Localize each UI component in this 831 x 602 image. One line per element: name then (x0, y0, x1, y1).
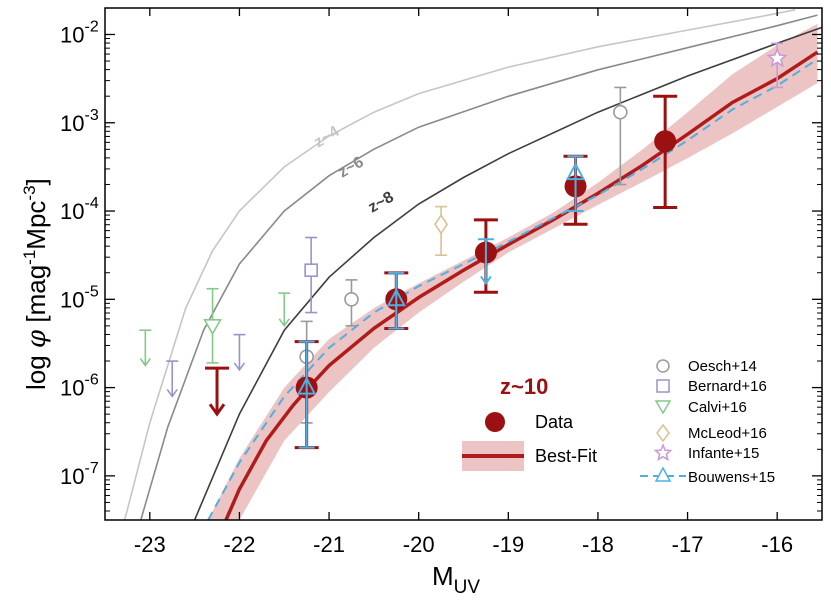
legend-bestfit-label: Best-Fit (535, 446, 597, 466)
oesch-14-point-1-marker (613, 104, 628, 120)
legend-bouwens-marker (654, 466, 672, 482)
y-tick-label-2: 10-5 (60, 283, 99, 312)
infante-15-point-0-marker (766, 47, 788, 68)
legend-bernard-label: Bernard+16 (688, 378, 767, 395)
x-tick-label-6: -17 (672, 532, 704, 557)
bernard-16-point-0-marker (304, 263, 318, 277)
legend-data-marker (485, 412, 505, 432)
y-tick-label-4: 10-3 (60, 107, 99, 136)
y-tick-label-5: 10-2 (60, 18, 99, 47)
bernard-16-upper-limit-point-0-limit-arrowhead (166, 388, 178, 398)
bernard-16-upper-limit-point-1-limit-arrowhead (233, 362, 246, 372)
x-tick-label-0: -23 (134, 532, 166, 557)
data-upper-limit-point-0-limit-arrowhead (208, 403, 226, 417)
curve-z8 (193, 26, 822, 520)
x-tick-label-4: -19 (492, 532, 524, 557)
y-tick-label-0: 10-7 (60, 460, 99, 489)
legend-entry-mcleod: McLeod+16 (656, 423, 767, 443)
calvi-16-upper-limit-point-1-limit-arrowhead (278, 318, 290, 328)
y-tick-label-1: 10-6 (60, 372, 99, 401)
calvi-16-upper-limit-point-0-limit-arrowhead (139, 358, 151, 367)
bouwens-15-point-2-marker (565, 161, 586, 181)
legend-calvi-marker (654, 400, 672, 415)
bouwens-15-point-0-marker (296, 376, 317, 395)
tick-layer: -23 -22 -21 -20 -19 -18 -17 -16 10-7 10-6 10-5 10-4… (60, 8, 822, 557)
plot-layer (123, 9, 822, 520)
x-tick-label-2: -21 (313, 532, 345, 557)
legend-infante-marker (653, 443, 673, 462)
legend: z~10 Data Best-Fit Oesch+14 Bernard+16 C… (462, 358, 775, 486)
mcleod-16-point-0-marker (434, 213, 449, 235)
bouwens-15-upper-limit-point-0-limit-arrowhead (480, 275, 492, 286)
y-tick-label-3: 10-4 (60, 195, 99, 224)
x-tick-label-1: -22 (224, 532, 256, 557)
legend-entry-oesch: Oesch+14 (656, 358, 757, 375)
x-tick-label-7: -16 (761, 532, 793, 557)
data-point-4-marker (654, 130, 677, 153)
x-tick-label-3: -20 (403, 532, 435, 557)
bouwens-15-point-1-marker (386, 288, 406, 307)
legend-entry-bernard: Bernard+16 (656, 378, 767, 395)
legend-entry-infante: Infante+15 (653, 443, 759, 462)
calvi-16-point-0-marker (203, 318, 222, 336)
legend-entry-calvi: Calvi+16 (654, 399, 747, 416)
legend-bouwens-label: Bouwens+15 (688, 469, 775, 486)
legend-mcleod-marker (656, 423, 670, 443)
legend-entry-bouwens: Bouwens+15 (640, 466, 775, 486)
x-tick-label-5: -18 (582, 532, 614, 557)
curve-z6 (140, 14, 818, 520)
legend-oesch-marker (656, 359, 670, 373)
y-axis-title: log φ [mag-1Mpc-3] (20, 178, 52, 390)
plot-frame (104, 7, 823, 521)
legend-mcleod-label: McLeod+16 (688, 425, 767, 442)
bestfit-line (224, 50, 819, 520)
legend-oesch-label: Oesch+14 (688, 358, 757, 375)
legend-title: z~10 (500, 374, 548, 399)
legend-calvi-label: Calvi+16 (688, 399, 747, 416)
curve-z4 (123, 9, 796, 520)
legend-data-label: Data (535, 412, 574, 432)
oesch-14-point-0-marker (344, 292, 359, 307)
legend-infante-label: Infante+15 (688, 445, 759, 462)
legend-bernard-marker (656, 379, 670, 393)
x-axis-title: MUV (432, 561, 480, 598)
